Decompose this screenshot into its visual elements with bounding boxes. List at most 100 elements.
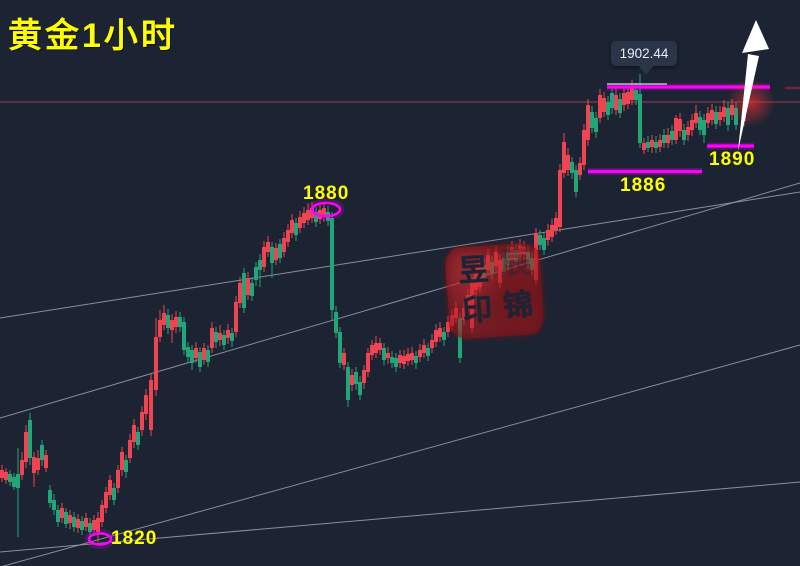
candle-body <box>108 480 112 495</box>
candle-body <box>654 142 658 148</box>
breakout-glow <box>727 79 775 127</box>
candle-body <box>350 375 354 385</box>
candle-body <box>370 345 374 355</box>
candle-body <box>100 505 104 522</box>
candle-body <box>68 515 72 523</box>
candle-body <box>702 120 706 135</box>
candle-body <box>140 412 144 430</box>
candle-body <box>282 238 286 252</box>
price-label-1886: 1886 <box>620 175 667 196</box>
up-arrow-shaft <box>738 54 759 151</box>
candle-body <box>562 142 566 173</box>
candle-body <box>116 470 120 488</box>
candle-body <box>570 162 574 173</box>
candle-body <box>262 247 266 267</box>
up-arrow <box>738 20 769 151</box>
candle-body <box>242 273 246 308</box>
candle-body <box>270 247 274 263</box>
candle-body <box>554 218 558 230</box>
candle-body <box>342 353 346 365</box>
seal-character: 印 <box>461 293 494 329</box>
candle-body <box>40 445 44 460</box>
candle-body <box>56 510 60 522</box>
candle-body <box>4 472 8 480</box>
circle-1820-bottom-glow <box>84 529 116 549</box>
candle-body <box>226 330 230 338</box>
candle-body <box>20 460 24 475</box>
trend-lines <box>0 182 800 566</box>
candle-body <box>36 458 40 470</box>
candle-body <box>214 332 218 342</box>
candle-body <box>686 127 690 135</box>
candle-body <box>434 330 438 342</box>
candle-body <box>698 117 702 130</box>
candle-body <box>634 90 638 100</box>
seal-character: 昱 <box>457 253 490 289</box>
price-label-1880: 1880 <box>303 183 350 204</box>
candle-body <box>194 348 198 358</box>
candle-body <box>278 244 282 258</box>
candle-body <box>52 500 56 510</box>
candle-body <box>714 112 718 124</box>
seal-character: 锦 <box>501 288 535 324</box>
candle-body <box>366 353 370 372</box>
candle-body <box>274 248 278 260</box>
candle-body <box>394 358 398 367</box>
candle-body <box>338 332 342 363</box>
candle-body <box>726 108 730 125</box>
candle-body <box>170 320 174 330</box>
candle-body <box>602 98 606 112</box>
candle-body <box>198 352 202 367</box>
candle-body <box>630 88 634 100</box>
candle-body <box>202 348 206 360</box>
candle-body <box>390 357 394 363</box>
candle-body <box>158 320 162 337</box>
candle-body <box>426 348 430 356</box>
candle-body <box>8 474 12 482</box>
candle-body <box>132 425 136 442</box>
candle-body <box>594 118 598 132</box>
candle-body <box>362 370 366 383</box>
candle-body <box>238 283 242 303</box>
candle-body <box>666 135 670 143</box>
candle-body <box>674 118 678 140</box>
candle-body <box>144 395 148 414</box>
candle-body <box>190 350 194 363</box>
candle-body <box>422 345 426 353</box>
candle-body <box>306 210 310 220</box>
circle-1820-bottom <box>87 532 113 546</box>
candle-body <box>354 372 358 384</box>
candle-body <box>88 523 92 532</box>
price-label-1820: 1820 <box>111 528 158 549</box>
candle-body <box>314 212 318 222</box>
candle-body <box>290 220 294 233</box>
candle-body <box>438 328 442 337</box>
candle-body <box>234 302 238 332</box>
trend-line <box>0 182 800 419</box>
circle-1880-top-glow <box>307 198 345 221</box>
candle-body <box>650 140 654 147</box>
candle-body <box>678 119 682 131</box>
candle-body <box>246 278 250 295</box>
candle-body <box>76 519 80 528</box>
candle-body <box>162 313 166 325</box>
candle-body <box>222 335 226 345</box>
candle-body <box>558 170 562 227</box>
candle-body <box>218 333 222 340</box>
candle-body <box>402 356 406 364</box>
candle-body <box>418 350 422 357</box>
candle-body <box>230 333 234 341</box>
candle-body <box>16 474 20 488</box>
candle-body <box>28 420 32 458</box>
candle-body <box>722 107 726 117</box>
candle-body <box>72 517 76 527</box>
candle-body <box>286 230 290 242</box>
candle-body <box>254 267 258 280</box>
tooltip-pointer-icon <box>638 65 654 75</box>
page-title: 黄金1小时 <box>8 17 178 55</box>
candle-body <box>410 353 414 360</box>
candle-body <box>298 217 302 228</box>
candle-body <box>302 213 306 223</box>
trend-line <box>0 481 800 553</box>
